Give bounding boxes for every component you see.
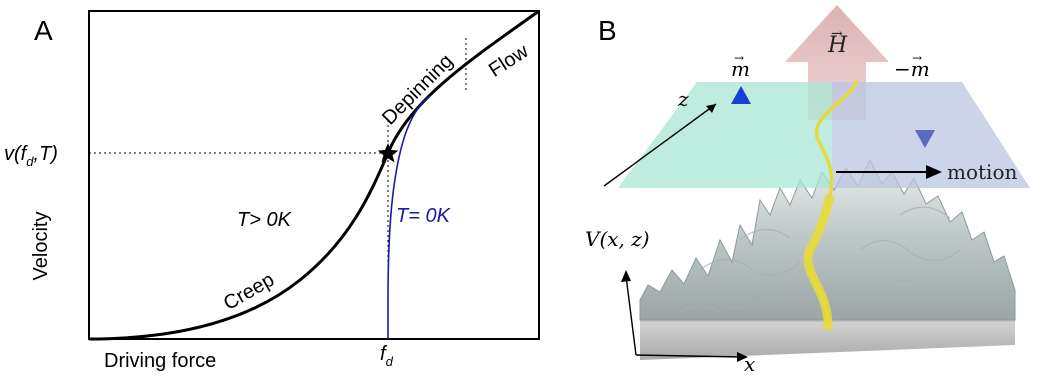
x-axis-label: Driving force [104, 350, 216, 372]
m-up-vector-mark: → [734, 51, 744, 65]
panel-b: B H → z m [585, 5, 1030, 376]
landscape-texture [664, 206, 986, 313]
field-vector-mark: → [831, 26, 843, 42]
m-down-vector-mark: → [912, 51, 922, 65]
m-down-label: −m [894, 57, 930, 81]
potential-label: V(x, z) [585, 227, 650, 251]
v-axis-line [625, 275, 637, 356]
plot-frame [88, 10, 540, 340]
m-up-arrow-icon [731, 86, 751, 104]
region-creep: Creep [220, 269, 278, 315]
domain-plane-left [618, 82, 832, 188]
domain-wall-tube [803, 194, 835, 331]
panel-a-letter: A [34, 15, 53, 46]
xtick-depinning-force: fd [380, 343, 394, 369]
threshold-star-icon [377, 143, 399, 163]
x-axis-arrowhead-icon [737, 352, 748, 362]
field-label: H [827, 33, 848, 58]
region-depinning: Depinning [378, 50, 457, 129]
y-axis-label: Velocity [30, 212, 52, 281]
curve-t-positive [88, 9, 540, 341]
label-t-zero: T= 0K [396, 205, 452, 227]
label-t-positive: T> 0K [237, 209, 293, 231]
z-axis-line [603, 103, 717, 187]
m-down-arrow-icon [915, 130, 935, 148]
v-axis-arrowhead-icon [621, 270, 631, 282]
panel-a: A Creep Depinning Flow T> 0K T= 0K v(fd,… [4, 9, 540, 372]
z-axis-label: z [677, 87, 689, 111]
panel-b-letter: B [598, 15, 617, 46]
motion-label: motion [947, 160, 1017, 184]
motion-arrow-icon [926, 165, 942, 179]
curve-t-zero [387, 95, 431, 339]
m-up-label: m [731, 57, 750, 81]
x-axis-line-3d [635, 354, 743, 358]
ytick-threshold-velocity: v(fd,T) [4, 143, 58, 169]
base-block [640, 320, 1015, 360]
x-axis-label-3d: x [744, 352, 755, 376]
z-axis-arrowhead-icon [706, 104, 716, 113]
